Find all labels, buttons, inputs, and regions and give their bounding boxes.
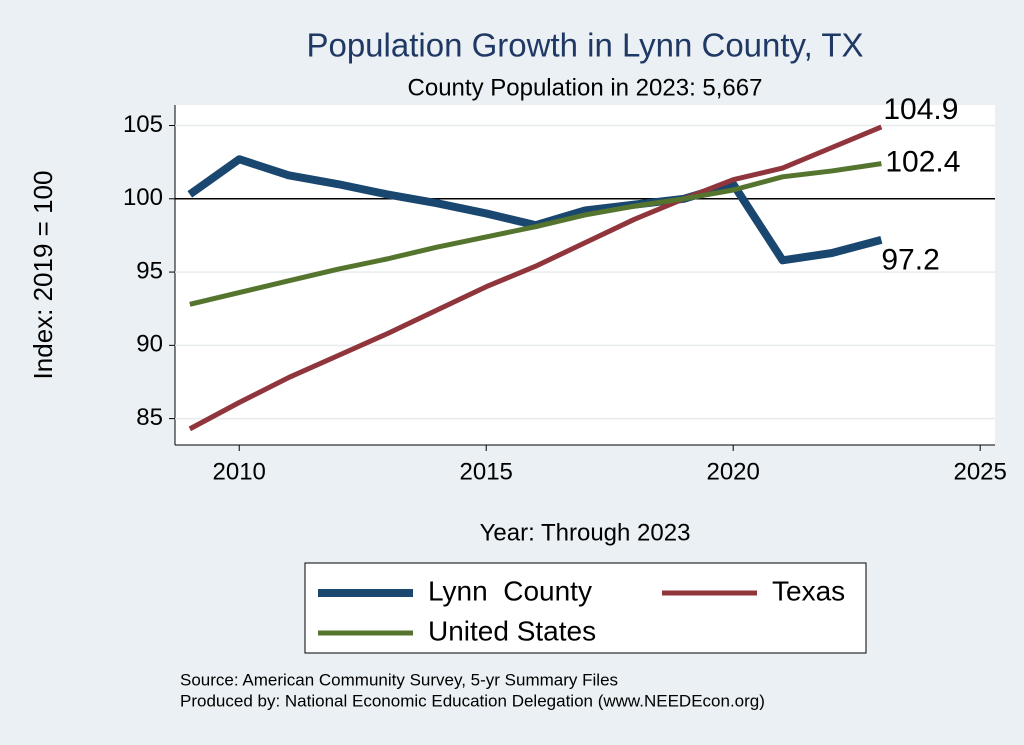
line-series xyxy=(188,124,883,432)
legend-label: Texas xyxy=(772,575,845,606)
legend xyxy=(304,562,867,654)
x-axis-label: Year: Through 2023 xyxy=(480,519,691,546)
legend-label: Lynn County xyxy=(428,575,592,606)
x-tick-label: 2010 xyxy=(213,458,266,485)
y-tick-label: 90 xyxy=(136,331,163,358)
source-note: Produced by: National Economic Education… xyxy=(180,691,765,710)
source-note: Source: American Community Survey, 5-yr … xyxy=(180,670,618,689)
data-label: 97.2 xyxy=(881,244,939,277)
chart-title: Population Growth in Lynn County, TX xyxy=(306,27,863,64)
y-tick-label: 100 xyxy=(123,184,163,211)
y-tick-label: 105 xyxy=(123,111,163,138)
legend-label: United States xyxy=(428,615,596,646)
y-tick-label: 95 xyxy=(136,257,163,284)
line-series xyxy=(189,161,882,307)
data-label: 102.4 xyxy=(885,146,960,179)
chart-subtitle: County Population in 2023: 5,667 xyxy=(408,74,763,101)
x-tick-label: 2015 xyxy=(460,458,513,485)
x-tick-label: 2025 xyxy=(953,458,1006,485)
data-label: 104.9 xyxy=(883,93,958,126)
x-tick-label: 2020 xyxy=(706,458,759,485)
plot-area xyxy=(175,105,995,445)
y-axis-label: Index: 2019 = 100 xyxy=(28,171,58,380)
y-tick-label: 85 xyxy=(136,404,163,431)
